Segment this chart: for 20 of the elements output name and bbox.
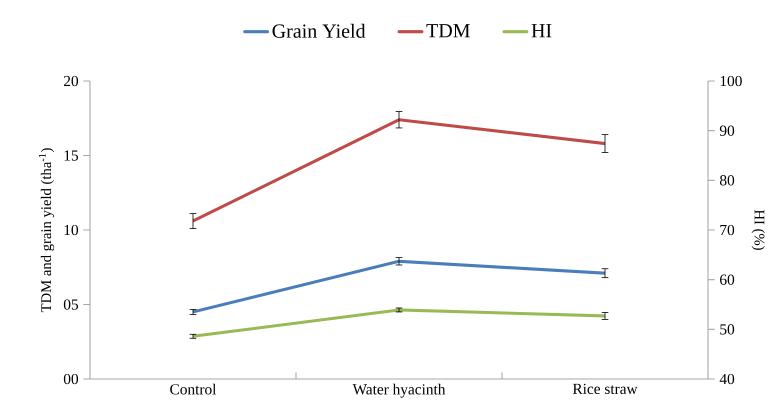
y2-tick-label: 70 [720,224,734,236]
x-tick-label: Rice straw [572,384,638,394]
y2-tick-label: 90 [720,126,734,136]
x-tick-label: Water hyacinth [352,384,446,398]
y2-tick-label: 80 [720,175,734,186]
y2-tick-label: 100 [720,76,742,86]
y-tick-label: 00 [64,374,78,384]
y2-tick-label: 40 [720,374,734,384]
y-tick-label: 10 [64,224,78,236]
x-tick-label: Control [170,384,216,394]
legend-label: Grain Yield [272,24,366,38]
y2-tick-label: 60 [720,274,734,285]
legend-label: TDM [426,24,470,38]
y-tick-label: 05 [64,299,78,310]
y2-tick-label: 50 [720,324,734,335]
y-tick-label: 20 [64,76,78,86]
y-tick-label: 15 [64,150,78,161]
y-axis-title: TDM and grain yield (tha$^{-1}$) [38,148,54,312]
legend-label: HI [532,24,552,38]
y2-axis-title: HI (%) [752,210,765,250]
